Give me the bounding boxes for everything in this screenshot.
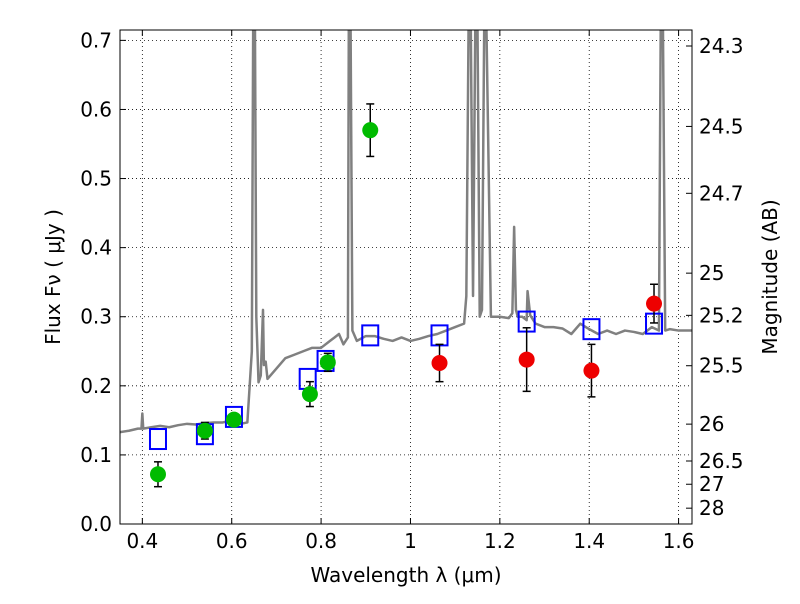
observed-nir-point <box>646 295 663 312</box>
right-tick-label: 26 <box>699 412 724 436</box>
y-tick-label: 0.1 <box>80 443 112 467</box>
model-photometry-square <box>148 428 167 451</box>
model-photometry-square <box>361 324 380 347</box>
right-tick-label: 24.7 <box>699 181 744 205</box>
x-tick-label: 1.6 <box>663 529 695 553</box>
y-tick-label: 0.0 <box>80 512 112 536</box>
x-tick-label: 1 <box>404 529 417 553</box>
observed-optical-point <box>149 466 166 483</box>
right-tick-label: 27 <box>699 472 724 496</box>
observed-nir-point <box>518 351 535 368</box>
right-tick-label: 24.3 <box>699 34 744 58</box>
y-tick-label: 0.4 <box>80 236 112 260</box>
y-tick-label: 0.6 <box>80 97 112 121</box>
x-tick-label: 0.6 <box>216 529 248 553</box>
plot-frame <box>119 29 693 525</box>
x-axis-label: Wavelength λ (μm) <box>310 563 501 587</box>
y-tick-label: 0.7 <box>80 28 112 52</box>
y-tick-label: 0.2 <box>80 374 112 398</box>
observed-optical-point <box>362 122 379 139</box>
observed-points-layer <box>149 103 663 488</box>
x-tick-label: 0.8 <box>305 529 337 553</box>
y-axis-label: Flux Fν ( μJy ) <box>41 209 65 345</box>
observed-optical-point <box>196 422 213 439</box>
right-tick-label: 25.5 <box>699 354 744 378</box>
observed-optical-point <box>225 411 242 428</box>
x-tick-label: 1.2 <box>484 529 516 553</box>
right-tick-label: 26.5 <box>699 449 744 473</box>
x-tick-label: 1.4 <box>573 529 605 553</box>
observed-nir-point <box>583 362 600 379</box>
observed-optical-point <box>301 386 318 403</box>
x-tick-label: 0.4 <box>126 529 158 553</box>
axes-layer: 0.4 0.6 0.8 1 1.2 1.4 1.6 0.0 0.1 0.2 0.3 0.4 0.5 0.6… <box>80 28 743 553</box>
right-tick-label: 24.5 <box>699 114 744 138</box>
right-tick-label: 25.2 <box>699 303 744 327</box>
observed-nir-point <box>431 355 448 372</box>
plot-background <box>120 30 692 524</box>
y-tick-label: 0.5 <box>80 167 112 191</box>
model-photometry-square <box>582 318 601 341</box>
right-axis-label: Magnitude (AB) <box>758 199 782 354</box>
y-tick-label: 0.3 <box>80 305 112 329</box>
right-tick-label: 25 <box>699 261 724 285</box>
right-tick-label: 28 <box>699 496 724 520</box>
observed-optical-point <box>319 354 336 371</box>
